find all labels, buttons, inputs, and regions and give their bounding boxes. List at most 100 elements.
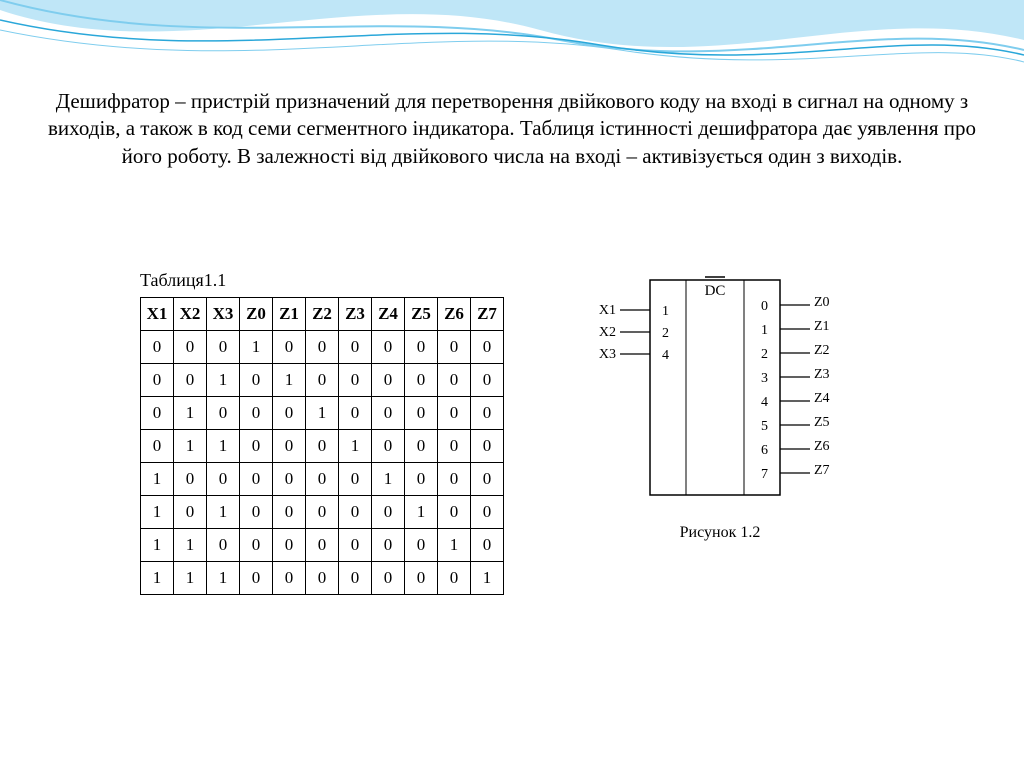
table-cell: 0	[306, 331, 339, 364]
col-header: X3	[207, 298, 240, 331]
svg-text:X1: X1	[599, 303, 616, 318]
table-cell: 0	[141, 397, 174, 430]
table-cell: 0	[339, 331, 372, 364]
table-cell: 0	[273, 562, 306, 595]
table-cell: 1	[174, 562, 207, 595]
table-cell: 0	[372, 496, 405, 529]
top-wave-decor	[0, 0, 1024, 90]
body-paragraph: Дешифратор – пристрій призначений для пе…	[30, 88, 994, 170]
col-header: Z5	[405, 298, 438, 331]
table-cell: 1	[207, 364, 240, 397]
table-cell: 0	[207, 397, 240, 430]
table-cell: 0	[471, 463, 504, 496]
svg-text:Z6: Z6	[814, 439, 830, 454]
table-cell: 0	[240, 364, 273, 397]
table-cell: 0	[240, 529, 273, 562]
table-cell: 0	[405, 463, 438, 496]
table-cell: 0	[405, 397, 438, 430]
svg-text:Z4: Z4	[814, 391, 830, 406]
table-cell: 0	[306, 364, 339, 397]
table-cell: 0	[273, 430, 306, 463]
col-header: X1	[141, 298, 174, 331]
table-cell: 0	[471, 430, 504, 463]
svg-text:2: 2	[662, 326, 669, 341]
svg-text:0: 0	[761, 299, 768, 314]
svg-text:7: 7	[761, 467, 768, 482]
table-cell: 0	[471, 397, 504, 430]
svg-text:6: 6	[761, 443, 768, 458]
table-cell: 0	[240, 430, 273, 463]
svg-text:DC: DC	[705, 283, 726, 299]
table-row: 00010000000	[141, 331, 504, 364]
table-cell: 0	[174, 496, 207, 529]
table-cell: 0	[339, 463, 372, 496]
table-cell: 1	[438, 529, 471, 562]
table-row: 10000001000	[141, 463, 504, 496]
table-cell: 1	[339, 430, 372, 463]
col-header: Z3	[339, 298, 372, 331]
table-cell: 0	[438, 496, 471, 529]
table-cell: 1	[372, 463, 405, 496]
col-header: Z2	[306, 298, 339, 331]
table-cell: 0	[174, 331, 207, 364]
svg-text:Z3: Z3	[814, 367, 830, 382]
table-cell: 0	[339, 496, 372, 529]
table-row: 01000100000	[141, 397, 504, 430]
table-cell: 0	[339, 364, 372, 397]
svg-text:Z5: Z5	[814, 415, 830, 430]
table-cell: 0	[141, 430, 174, 463]
table-caption: Таблиця1.1	[140, 270, 490, 291]
svg-text:Z1: Z1	[814, 319, 830, 334]
table-cell: 0	[339, 397, 372, 430]
table-cell: 1	[174, 529, 207, 562]
table-cell: 0	[207, 529, 240, 562]
table-cell: 0	[372, 364, 405, 397]
svg-text:Z0: Z0	[814, 295, 830, 310]
svg-text:3: 3	[761, 371, 768, 386]
table-cell: 1	[207, 562, 240, 595]
svg-text:4: 4	[662, 348, 669, 363]
table-cell: 0	[405, 331, 438, 364]
decoder-diagram-wrap: DCX11X22X34Z00Z11Z22Z33Z44Z55Z66Z77 Рису…	[580, 270, 860, 542]
table-cell: 0	[339, 562, 372, 595]
truth-table: X1 X2 X3 Z0 Z1 Z2 Z3 Z4 Z5 Z6 Z7 0001000…	[140, 297, 504, 595]
table-header-row: X1 X2 X3 Z0 Z1 Z2 Z3 Z4 Z5 Z6 Z7	[141, 298, 504, 331]
svg-text:4: 4	[761, 395, 768, 410]
table-row: 01100010000	[141, 430, 504, 463]
table-cell: 0	[207, 331, 240, 364]
table-cell: 1	[141, 496, 174, 529]
table-cell: 0	[372, 529, 405, 562]
table-row: 11000000010	[141, 529, 504, 562]
table-cell: 0	[273, 331, 306, 364]
table-cell: 0	[240, 496, 273, 529]
table-cell: 0	[438, 463, 471, 496]
table-cell: 0	[207, 463, 240, 496]
table-cell: 0	[306, 430, 339, 463]
content-row: Таблиця1.1 X1 X2 X3 Z0 Z1 Z2 Z3 Z4 Z5 Z6	[0, 270, 1024, 595]
col-header: Z1	[273, 298, 306, 331]
table-cell: 1	[174, 397, 207, 430]
table-cell: 0	[174, 463, 207, 496]
table-cell: 0	[405, 364, 438, 397]
table-cell: 0	[405, 529, 438, 562]
table-cell: 1	[306, 397, 339, 430]
table-cell: 0	[273, 463, 306, 496]
table-cell: 0	[438, 562, 471, 595]
table-cell: 1	[141, 529, 174, 562]
table-cell: 0	[306, 529, 339, 562]
table-cell: 0	[471, 529, 504, 562]
table-cell: 0	[372, 331, 405, 364]
table-cell: 0	[141, 364, 174, 397]
table-cell: 0	[306, 463, 339, 496]
table-row: 11100000001	[141, 562, 504, 595]
col-header: Z4	[372, 298, 405, 331]
table-cell: 0	[372, 562, 405, 595]
table-cell: 0	[174, 364, 207, 397]
table-cell: 1	[405, 496, 438, 529]
table-cell: 1	[174, 430, 207, 463]
col-header: Z6	[438, 298, 471, 331]
table-cell: 0	[273, 496, 306, 529]
svg-text:Z7: Z7	[814, 463, 830, 478]
table-cell: 0	[372, 430, 405, 463]
truth-table-wrap: Таблиця1.1 X1 X2 X3 Z0 Z1 Z2 Z3 Z4 Z5 Z6	[140, 270, 490, 595]
